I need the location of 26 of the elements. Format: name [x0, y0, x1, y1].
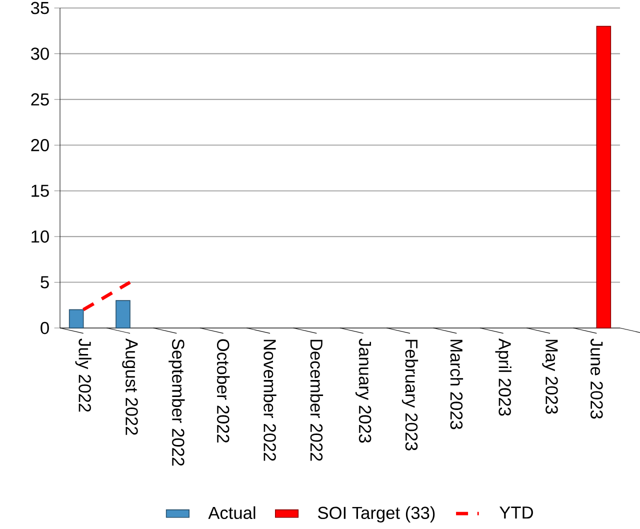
legend-label: SOI Target (33) — [318, 506, 435, 522]
y-tick-label: 25 — [31, 93, 49, 106]
x-tick-label: November 2022 — [264, 340, 276, 461]
y-tick-label: 35 — [30, 2, 49, 14]
y-tick-label: 10 — [32, 230, 49, 243]
bar — [116, 300, 130, 328]
x-tick-label: July 2022 — [75, 338, 92, 412]
y-tick-label: 0 — [40, 322, 49, 334]
x-tick-label: June 2023 — [590, 338, 603, 419]
x-tick-label: April 2023 — [495, 338, 512, 416]
x-tick-label: February 2023 — [402, 340, 418, 450]
x-tick-label: May 2023 — [542, 340, 558, 414]
x-tick-label: March 2023 — [450, 340, 464, 430]
x-tick-label: September 2022 — [168, 339, 185, 466]
y-tick-label: 15 — [32, 184, 49, 197]
x-tick-label: October 2022 — [216, 339, 230, 443]
legend-label: YTD — [500, 506, 533, 519]
bar — [596, 26, 612, 328]
bar — [68, 309, 84, 328]
x-tick-label: August 2022 — [122, 338, 138, 435]
y-tick-label: 20 — [31, 139, 49, 152]
y-tick-label: 5 — [40, 276, 49, 288]
x-tick-label: December 2022 — [310, 340, 324, 461]
y-tick-label: 30 — [30, 48, 49, 60]
legend-label: Actual — [208, 506, 256, 520]
x-tick-label: January 2023 — [355, 338, 372, 443]
